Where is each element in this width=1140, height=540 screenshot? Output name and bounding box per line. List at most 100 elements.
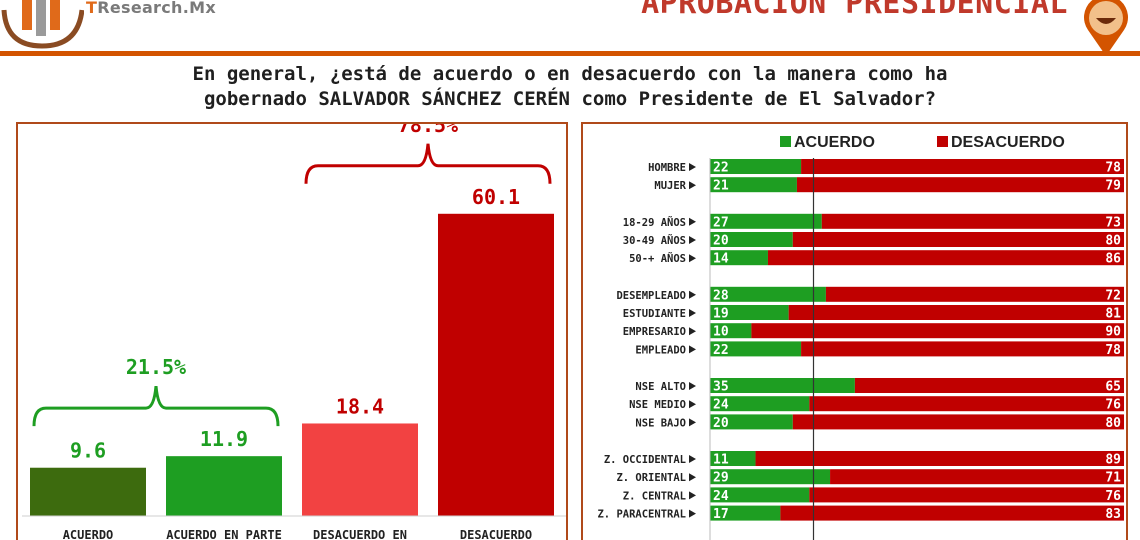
bar-value-label-4: 60.1 [472, 185, 520, 209]
category-label-2: ACUERDO EN PARTE [166, 528, 282, 540]
value-acuerdo-2: 21 [713, 179, 729, 194]
value-desacuerdo-3: 73 [1105, 215, 1121, 230]
bar-acuerdo-2 [710, 177, 797, 193]
row-pointer-icon-9 [689, 345, 696, 354]
group-bracket-2 [304, 143, 552, 184]
value-acuerdo-8: 10 [713, 325, 729, 340]
bar-desacuerdo-14 [830, 469, 1124, 485]
bar-desacuerdo-11 [809, 396, 1124, 412]
row-pointer-icon-6 [689, 290, 696, 299]
row-pointer-icon-12 [689, 418, 696, 427]
row-pointer-icon-11 [689, 400, 696, 409]
bar-acuerdo-9 [710, 341, 802, 357]
value-acuerdo-9: 22 [713, 343, 729, 358]
row-pointer-icon-16 [689, 509, 696, 518]
row-pointer-icon-7 [689, 309, 696, 317]
value-desacuerdo-15: 76 [1105, 489, 1121, 504]
category-label-3: DESACUERDO EN [313, 528, 407, 540]
value-desacuerdo-12: 80 [1105, 416, 1121, 431]
row-pointer-icon-4 [689, 236, 696, 244]
overall-approval-panel: 9.6 ACUERDO 11.9 ACUERDO EN PARTE 18.4 DESACU… [16, 122, 568, 540]
row-label-5: 50-+ AÑOS [629, 252, 686, 265]
bar-acuerdo-14 [710, 469, 831, 485]
row-label-4: 30-49 AÑOS [623, 234, 686, 247]
bar-acuerdo-1 [710, 159, 802, 174]
bar-desacuerdo-12 [792, 414, 1124, 430]
row-label-8: EMPRESARIO [623, 326, 686, 338]
bar-value-label-2: 11.9 [200, 427, 248, 451]
bar-desacuerdo-6 [825, 286, 1124, 302]
value-acuerdo-7: 19 [713, 307, 729, 322]
group-bracket-1 [32, 386, 280, 427]
bar-desacuerdo-10 [854, 378, 1124, 393]
value-acuerdo-4: 20 [713, 234, 729, 249]
bar-acuerdo-15 [710, 487, 810, 503]
value-desacuerdo-6: 72 [1105, 288, 1121, 303]
bar-desacuerdo-15 [809, 487, 1124, 503]
bar-acuerdo-7 [710, 305, 789, 320]
value-desacuerdo-4: 80 [1105, 234, 1121, 249]
value-desacuerdo-5: 86 [1105, 252, 1121, 267]
row-pointer-icon-2 [689, 181, 696, 190]
segment-approval-panel: ACUERDO DESACUERDO HOMBRE 22 78 MUJER 21 79 18-2… [581, 122, 1128, 540]
bar-desacuerdo-16 [780, 505, 1124, 521]
bar-acuerdo-6 [710, 286, 826, 302]
value-acuerdo-10: 35 [713, 380, 729, 395]
row-label-15: Z. CENTRAL [623, 490, 686, 502]
brand-name: TResearch.Mx [86, 0, 216, 17]
bar-value-label-1: 9.6 [70, 439, 106, 463]
row-pointer-icon-8 [689, 327, 696, 336]
value-acuerdo-3: 27 [713, 215, 729, 230]
value-desacuerdo-11: 76 [1105, 398, 1121, 413]
bar-desacuerdo-7 [788, 305, 1124, 320]
value-desacuerdo-7: 81 [1105, 307, 1121, 322]
bar-desacuerdo-3 [821, 213, 1124, 229]
bar-desacuerdo-1 [801, 159, 1124, 174]
row-label-7: ESTUDIANTE [623, 308, 686, 320]
row-label-9: EMPLEADO [635, 344, 686, 356]
legend-swatch-acuerdo [780, 136, 791, 147]
row-pointer-icon-3 [689, 217, 696, 226]
row-pointer-icon-1 [689, 163, 696, 171]
row-pointer-icon-5 [689, 254, 696, 263]
header-divider [0, 51, 1140, 56]
value-desacuerdo-10: 65 [1105, 380, 1121, 395]
bar-desacuerdo-2 [796, 177, 1124, 193]
row-label-11: NSE MEDIO [629, 399, 686, 411]
row-pointer-icon-14 [689, 473, 696, 482]
bar-value-label-3: 18.4 [336, 394, 384, 418]
bar-acuerdo-16 [710, 505, 781, 521]
value-acuerdo-6: 28 [713, 288, 729, 303]
overall-approval-chart: 9.6 ACUERDO 11.9 ACUERDO EN PARTE 18.4 DESACU… [22, 124, 566, 540]
bar-desacuerdo-13 [755, 451, 1124, 466]
survey-question: En general, ¿está de acuerdo o en desacu… [0, 62, 1140, 112]
row-label-10: NSE ALTO [635, 381, 686, 393]
logo-icon [1, 0, 84, 49]
value-desacuerdo-2: 79 [1105, 179, 1121, 194]
legend-label-desacuerdo: DESACUERDO [951, 134, 1065, 151]
row-label-14: Z. ORIENTAL [616, 472, 686, 484]
value-acuerdo-15: 24 [713, 489, 729, 504]
brand-rest: Research.Mx [97, 0, 216, 17]
row-pointer-icon-10 [689, 382, 696, 390]
bar-acuerdo-5 [710, 250, 768, 266]
bar-desacuerdo-9 [801, 341, 1124, 357]
legend-swatch-desacuerdo [937, 136, 948, 147]
value-acuerdo-12: 20 [713, 416, 729, 431]
question-line-1: En general, ¿está de acuerdo o en desacu… [192, 63, 948, 85]
value-desacuerdo-13: 89 [1105, 453, 1121, 468]
row-pointer-icon-13 [689, 455, 696, 463]
bar-desacuerdo-5 [767, 250, 1124, 266]
value-desacuerdo-9: 78 [1105, 343, 1121, 358]
brand-prefix: T [86, 0, 98, 17]
value-acuerdo-16: 17 [713, 507, 729, 522]
row-label-13: Z. OCCIDENTAL [604, 454, 686, 466]
bar-desacuerdo-4 [792, 232, 1124, 247]
row-label-1: HOMBRE [648, 162, 686, 174]
question-line-2: gobernado SALVADOR SÁNCHEZ CERÉN como Pr… [203, 88, 937, 110]
map-pin-face-icon [1084, 0, 1128, 56]
value-desacuerdo-14: 71 [1105, 471, 1121, 486]
value-desacuerdo-16: 83 [1105, 507, 1121, 522]
value-acuerdo-11: 24 [713, 398, 729, 413]
row-label-6: DESEMPLEADO [616, 290, 686, 302]
